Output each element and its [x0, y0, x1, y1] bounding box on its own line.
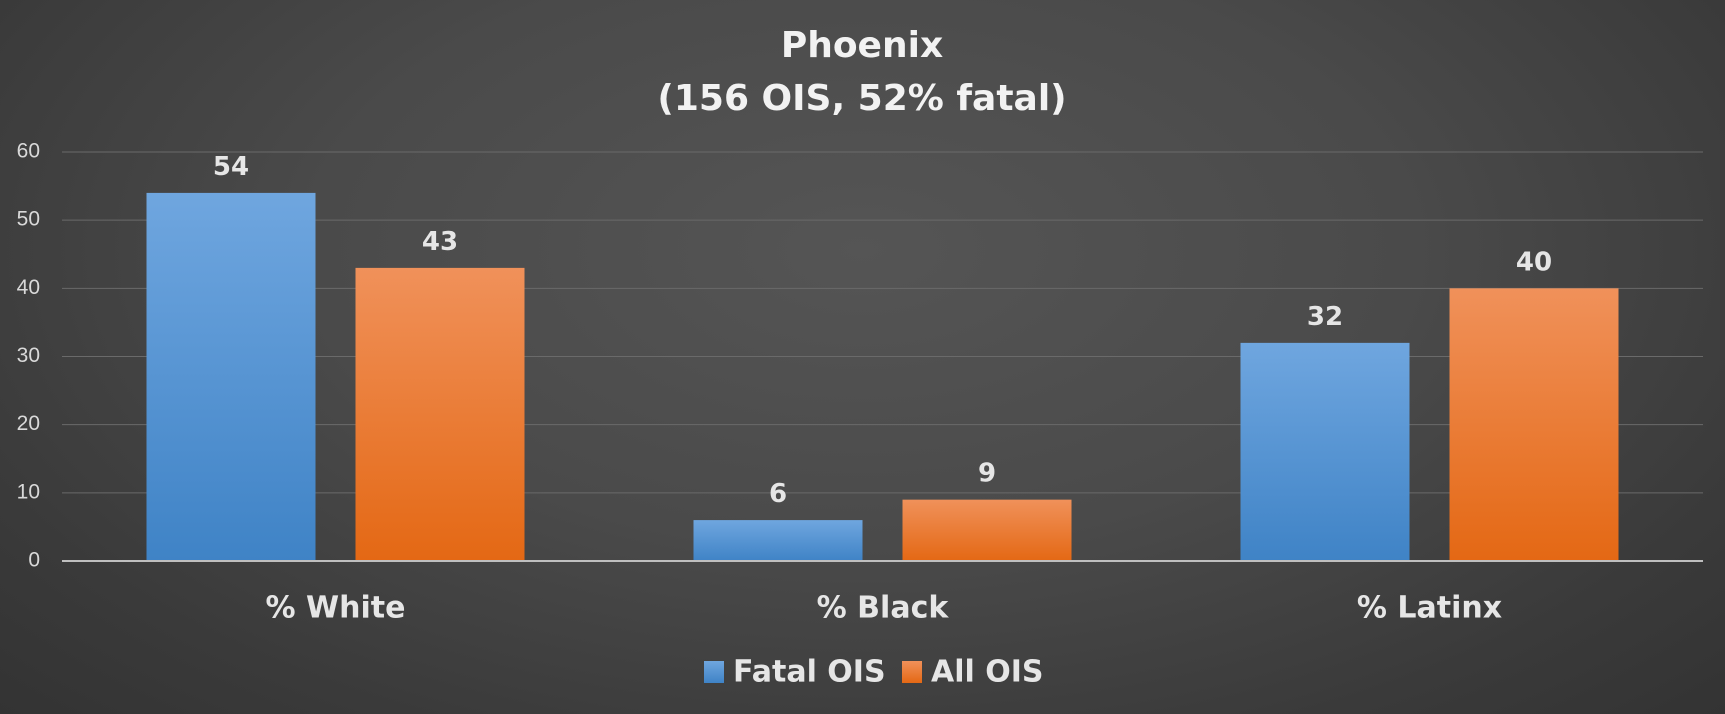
y-tick-label: 40	[17, 276, 40, 299]
bars	[146, 192, 1619, 561]
bar-fatal-ois	[693, 520, 863, 561]
y-axis-ticks: 0 10 20 30 40 50 60	[17, 140, 40, 572]
y-tick-label: 30	[17, 344, 40, 367]
y-tick-label: 50	[17, 208, 40, 231]
legend-swatch	[902, 661, 922, 683]
chart-subtitle: (156 OIS, 52% fatal)	[657, 78, 1066, 119]
chart-title: Phoenix	[781, 25, 943, 66]
category-label: % Black	[817, 591, 950, 626]
y-tick-label: 0	[28, 549, 40, 572]
bar-all-ois	[355, 267, 525, 561]
y-tick-label: 10	[17, 480, 40, 503]
x-axis-categories: % White % Black % Latinx	[266, 591, 1503, 626]
data-label: 9	[978, 459, 996, 489]
category-label: % Latinx	[1357, 591, 1502, 626]
category-label: % White	[266, 591, 406, 626]
data-label: 43	[422, 227, 458, 257]
legend-swatch	[704, 661, 724, 683]
y-tick-label: 60	[17, 140, 40, 163]
data-label: 32	[1307, 302, 1343, 332]
gridlines	[62, 151, 1703, 494]
legend: Fatal OIS All OIS	[704, 655, 1044, 690]
data-label: 40	[1516, 247, 1552, 277]
bar-fatal-ois	[146, 192, 316, 561]
data-label: 6	[769, 479, 787, 509]
bar-all-ois	[902, 499, 1072, 561]
bar-all-ois	[1449, 288, 1619, 561]
legend-label: Fatal OIS	[733, 655, 886, 690]
bar-fatal-ois	[1240, 342, 1410, 561]
data-label: 54	[213, 152, 249, 182]
legend-label: All OIS	[931, 655, 1044, 690]
data-labels: 54 43 6 9 32 40	[213, 152, 1552, 509]
y-tick-label: 20	[17, 412, 40, 435]
